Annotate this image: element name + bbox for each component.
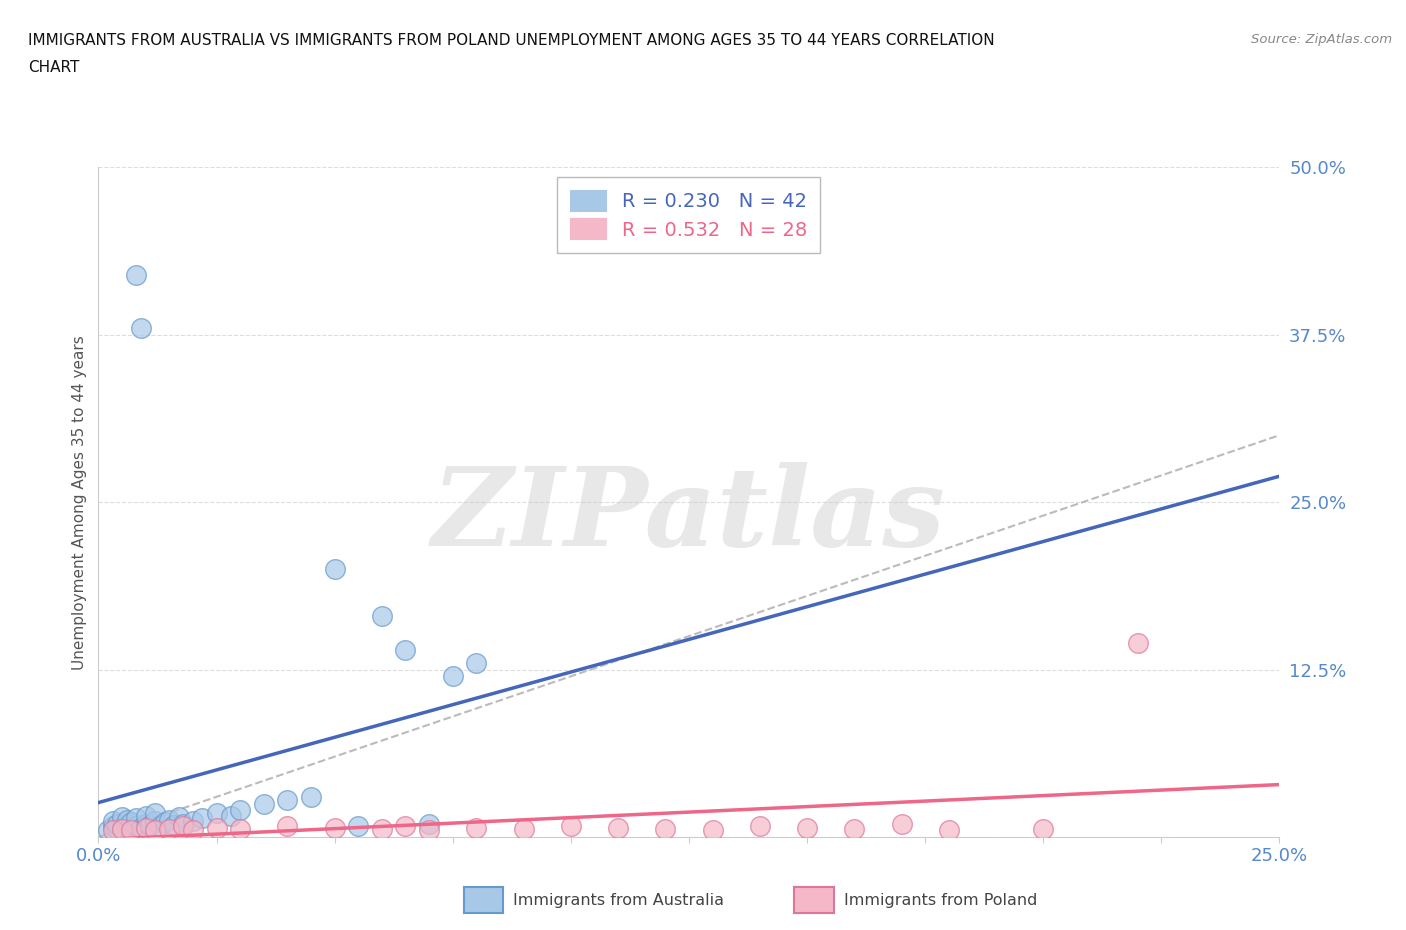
Point: [121, 821, 143, 836]
Point: [111, 821, 134, 836]
Point: [205, 820, 228, 835]
Point: [394, 642, 416, 657]
Point: [135, 817, 157, 831]
Legend: R = 0.230   N = 42, R = 0.532   N = 28: R = 0.230 N = 42, R = 0.532 N = 28: [557, 177, 821, 253]
Point: [890, 817, 912, 831]
Text: Immigrants from Poland: Immigrants from Poland: [844, 893, 1038, 908]
Point: [143, 814, 166, 829]
Point: [111, 809, 134, 824]
Point: [135, 808, 157, 823]
Point: [441, 669, 464, 684]
Point: [219, 808, 242, 823]
Point: [157, 812, 180, 827]
Text: IMMIGRANTS FROM AUSTRALIA VS IMMIGRANTS FROM POLAND UNEMPLOYMENT AMONG AGES 35 T: IMMIGRANTS FROM AUSTRALIA VS IMMIGRANTS …: [28, 33, 995, 47]
Point: [191, 811, 214, 826]
Point: [394, 818, 416, 833]
Point: [129, 321, 152, 336]
Point: [347, 818, 370, 833]
Point: [418, 817, 440, 831]
Point: [153, 815, 176, 830]
Point: [607, 820, 630, 835]
Point: [560, 818, 582, 833]
Point: [938, 823, 960, 838]
Point: [276, 818, 298, 833]
Point: [111, 820, 134, 835]
Point: [121, 815, 143, 830]
Point: [101, 818, 124, 833]
Text: Source: ZipAtlas.com: Source: ZipAtlas.com: [1251, 33, 1392, 46]
Point: [323, 562, 346, 577]
Text: ZIPatlas: ZIPatlas: [432, 462, 946, 569]
Point: [143, 823, 166, 838]
Point: [702, 823, 724, 838]
Point: [323, 820, 346, 835]
Point: [105, 817, 128, 831]
Point: [371, 608, 394, 623]
Point: [796, 820, 818, 835]
Point: [371, 821, 394, 836]
Point: [512, 821, 534, 836]
Point: [115, 812, 138, 827]
Point: [1126, 635, 1149, 650]
Point: [125, 811, 148, 826]
Point: [139, 817, 162, 832]
Point: [181, 823, 204, 838]
Point: [101, 814, 124, 829]
Point: [125, 818, 148, 833]
Text: CHART: CHART: [28, 60, 80, 75]
Point: [253, 796, 276, 811]
Point: [229, 803, 252, 817]
Point: [276, 792, 298, 807]
Point: [143, 805, 166, 820]
Point: [229, 821, 252, 836]
Point: [172, 817, 194, 831]
Point: [101, 823, 124, 838]
Point: [149, 818, 172, 833]
Point: [115, 817, 138, 832]
Point: [129, 820, 152, 835]
Y-axis label: Unemployment Among Ages 35 to 44 years: Unemployment Among Ages 35 to 44 years: [72, 335, 87, 670]
Point: [105, 821, 128, 836]
Point: [465, 820, 488, 835]
Point: [172, 818, 194, 833]
Point: [1032, 821, 1054, 836]
Point: [299, 790, 322, 804]
Point: [181, 814, 204, 829]
Point: [157, 821, 180, 836]
Point: [97, 823, 120, 838]
Point: [163, 817, 186, 832]
Point: [205, 805, 228, 820]
Point: [167, 809, 190, 824]
Point: [465, 656, 488, 671]
Point: [135, 820, 157, 835]
Point: [748, 818, 770, 833]
Point: [418, 823, 440, 838]
Point: [121, 823, 143, 838]
Point: [844, 821, 866, 836]
Point: [654, 821, 676, 836]
Text: Immigrants from Australia: Immigrants from Australia: [513, 893, 724, 908]
Point: [125, 267, 148, 282]
